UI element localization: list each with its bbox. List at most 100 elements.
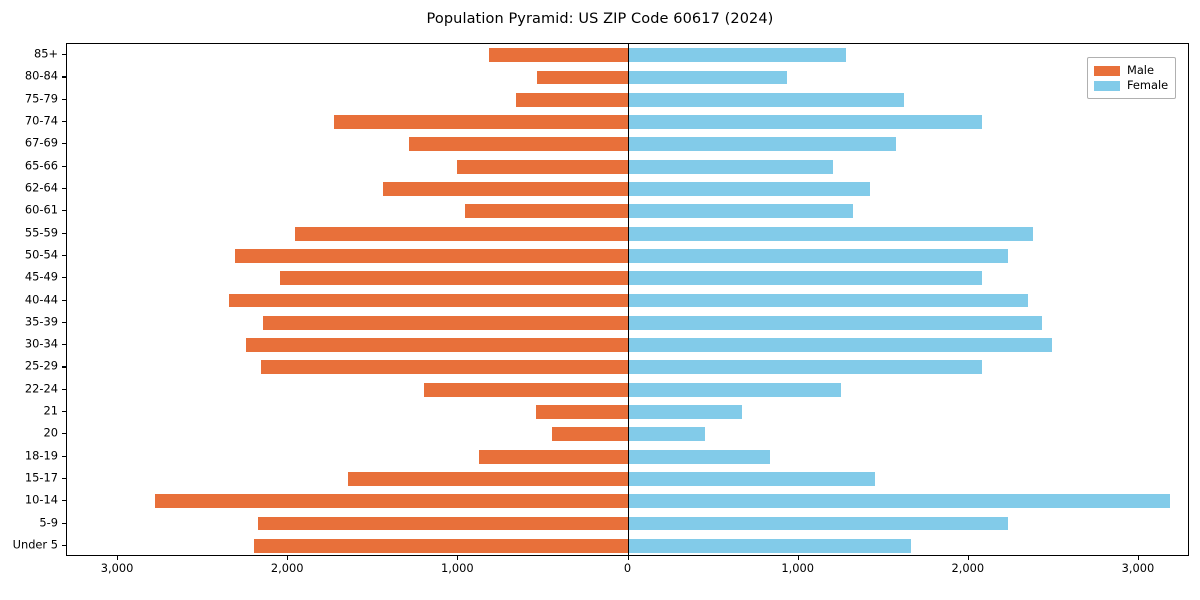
x-axis-tick-label: 3,000 xyxy=(1121,561,1155,575)
bar-male xyxy=(334,115,629,129)
bar-female xyxy=(628,472,876,486)
y-axis-tick-mark xyxy=(62,254,66,256)
pyramid-row xyxy=(67,338,1188,353)
bar-male xyxy=(478,449,629,464)
y-axis-tick-mark xyxy=(62,121,66,123)
bar-male xyxy=(295,226,629,241)
y-axis-tick-labels: 85+ 80-84 75-79 70-74 67-69 65-66 62-64 60-61 55… xyxy=(0,43,58,556)
bar-male xyxy=(536,70,629,85)
y-axis-tick-mark xyxy=(62,344,66,346)
pyramid-row xyxy=(67,472,1188,486)
y-axis-tick-mark xyxy=(62,366,66,368)
x-axis-tick-mark xyxy=(117,556,119,560)
bar-female xyxy=(628,315,1042,330)
y-axis-tick-mark xyxy=(62,76,66,78)
bars-layer xyxy=(67,44,1188,555)
y-axis-tick-label: 10-14 xyxy=(24,492,58,507)
x-axis-tick-label: 1,000 xyxy=(441,561,474,575)
y-axis-tick-label: Under 5 xyxy=(12,537,58,552)
y-axis-tick-label: 45-49 xyxy=(24,269,58,284)
y-axis-tick-label: 65-66 xyxy=(24,157,58,172)
bar-male xyxy=(235,248,629,263)
y-axis-tick-mark xyxy=(62,210,66,212)
y-axis-tick-mark xyxy=(62,544,66,546)
legend-entry-male: Male xyxy=(1094,63,1168,78)
pyramid-row xyxy=(67,248,1188,263)
bar-male xyxy=(347,472,629,486)
pyramid-row xyxy=(67,382,1188,397)
pyramid-row xyxy=(67,516,1188,531)
bar-male xyxy=(260,360,629,375)
bar-male xyxy=(535,405,629,419)
pyramid-row xyxy=(67,405,1188,419)
bar-female xyxy=(628,271,983,286)
y-axis-tick-label: 25-29 xyxy=(24,358,58,373)
y-axis-tick-label: 21 xyxy=(43,403,59,418)
y-axis-tick-mark xyxy=(62,143,66,145)
legend-entry-female: Female xyxy=(1094,78,1168,93)
x-axis-tick-label: 3,000 xyxy=(100,561,134,575)
x-axis-tick-mark xyxy=(457,556,459,560)
bar-female xyxy=(628,405,742,419)
y-axis-tick-mark xyxy=(62,321,66,323)
bar-male xyxy=(551,427,629,442)
legend-label: Male xyxy=(1127,62,1154,77)
bar-female xyxy=(628,360,983,375)
bar-female xyxy=(628,338,1053,353)
pyramid-row xyxy=(67,48,1188,63)
y-axis-tick-label: 18-19 xyxy=(24,447,58,462)
y-axis-tick-label: 5-9 xyxy=(39,514,58,529)
pyramid-row xyxy=(67,137,1188,152)
pyramid-row xyxy=(67,92,1188,107)
x-axis-tick-label: 2,000 xyxy=(951,561,985,575)
y-axis-tick-label: 15-17 xyxy=(24,470,58,485)
y-axis-tick-mark xyxy=(62,232,66,234)
bar-female xyxy=(628,293,1029,308)
bar-female xyxy=(628,159,833,174)
bar-female xyxy=(628,538,911,553)
bar-female xyxy=(628,226,1034,241)
bar-male xyxy=(424,382,629,397)
y-axis-tick-label: 22-24 xyxy=(24,381,58,395)
y-axis-tick-marks xyxy=(0,43,70,556)
chart-title: Population Pyramid: US ZIP Code 60617 (2… xyxy=(426,11,774,27)
plot-area xyxy=(66,43,1189,556)
y-axis-tick-mark xyxy=(62,388,66,390)
bar-female xyxy=(628,48,847,63)
x-axis-tick-mark xyxy=(797,556,799,560)
pyramid-row xyxy=(67,115,1188,129)
bar-male xyxy=(279,271,629,286)
chart-legend: Male Female xyxy=(1087,57,1177,99)
pyramid-row xyxy=(67,315,1188,330)
y-axis-tick-label: 50-54 xyxy=(24,247,58,262)
bar-female xyxy=(628,494,1171,509)
bar-male xyxy=(262,315,629,330)
bar-male xyxy=(228,293,629,308)
pyramid-row xyxy=(67,449,1188,464)
y-axis-tick-label: 20 xyxy=(43,425,59,440)
y-axis-tick-label: 55-59 xyxy=(24,224,58,239)
x-axis-ticks: 3,000 2,000 1,000 0 1,000 2,000 3,000 xyxy=(66,556,1189,586)
bar-male xyxy=(383,182,629,196)
x-axis-tick-mark xyxy=(287,556,289,560)
y-axis-tick-label: 60-61 xyxy=(24,202,58,217)
x-axis-tick-mark xyxy=(627,556,629,560)
bar-female xyxy=(628,137,896,152)
y-axis-tick-label: 75-79 xyxy=(24,91,58,106)
bar-female xyxy=(628,449,770,464)
y-axis-tick-mark xyxy=(62,411,66,413)
bar-male xyxy=(245,338,629,353)
pyramid-row xyxy=(67,226,1188,241)
bar-male xyxy=(409,137,629,152)
pyramid-row xyxy=(67,293,1188,308)
bar-male xyxy=(254,538,629,553)
x-axis-tick-label: 0 xyxy=(623,561,632,575)
bar-male xyxy=(488,48,629,63)
pyramid-row xyxy=(67,494,1188,509)
pyramid-row xyxy=(67,159,1188,174)
y-axis-tick-mark xyxy=(62,187,66,190)
y-axis-tick-mark xyxy=(62,477,66,480)
pyramid-row xyxy=(67,360,1188,375)
y-axis-tick-label: 70-74 xyxy=(24,113,58,128)
